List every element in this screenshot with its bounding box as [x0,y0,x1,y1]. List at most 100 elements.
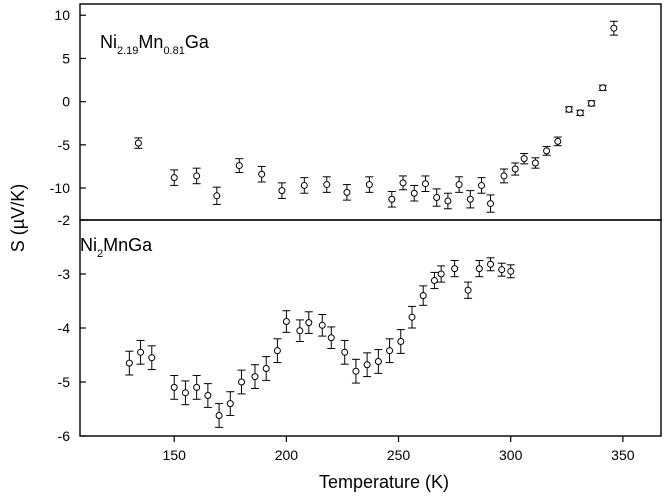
data-point [250,364,259,389]
data-point [598,84,607,92]
data-point [477,177,486,194]
data-point [125,350,134,376]
marker-circle [565,105,573,113]
marker-circle [487,260,495,268]
data-point [385,338,394,364]
marker-circle [262,365,270,372]
data-point [277,182,286,199]
marker-circle [204,392,212,399]
data-point [170,169,179,186]
marker-circle [587,99,595,107]
data-point [531,157,540,169]
bottom-panel-label: Ni2MnGa [80,235,153,260]
marker-circle [296,327,304,335]
bottom-y-tick-label: -5 [58,374,71,390]
data-point [257,165,266,183]
data-point [396,329,405,354]
top-y-tick-label: 5 [62,50,70,66]
marker-circle [282,318,290,326]
data-point [215,403,224,428]
marker-circle [498,266,506,274]
marker-circle [251,373,259,381]
data-point [170,375,179,400]
data-point [565,105,574,113]
x-tick-label: 150 [163,447,187,463]
marker-circle [500,172,508,180]
marker-circle [397,338,405,345]
data-point [136,339,145,365]
data-point [432,188,441,207]
marker-circle [520,155,528,163]
marker-circle [433,194,441,202]
data-point [520,152,529,165]
marker-circle [437,270,445,278]
marker-circle [215,411,223,419]
marker-circle [341,348,349,356]
data-point [237,369,246,395]
data-point [235,158,244,173]
data-point [212,186,221,205]
top-y-tick-label: 10 [54,7,70,23]
marker-circle [226,400,234,408]
data-point [609,20,618,36]
data-point [147,345,156,371]
marker-circle [181,389,189,397]
top-y-tick-label: 0 [62,94,70,110]
top-y-tick-label: -5 [58,137,71,153]
data-point [318,314,327,337]
data-point [437,265,446,283]
bottom-y-tick-label: -4 [58,320,71,336]
y-axis-title: S (µV/K) [8,184,28,252]
marker-circle [374,357,382,365]
x-tick-label: 250 [387,447,411,463]
data-point [363,352,372,378]
data-point [421,175,430,192]
data-point [342,184,351,201]
marker-circle [193,383,201,391]
marker-circle [386,347,394,355]
marker-circle [478,181,486,189]
marker-circle [125,359,133,367]
data-point [430,271,439,290]
marker-circle [235,162,243,170]
data-point [192,375,201,400]
data-point [486,194,495,213]
marker-circle [399,179,407,187]
marker-circle [170,174,178,182]
top-panel: Ni2.19Mn0.81Ga 10 5 0 -5 -10 [50,3,662,221]
data-point [506,264,515,279]
bottom-y-tick-label: -3 [58,266,71,282]
data-point [511,162,520,176]
data-point [399,175,408,191]
data-point [327,326,336,350]
marker-circle [421,180,429,188]
marker-circle [365,181,373,189]
marker-circle [410,189,418,197]
data-point [365,176,374,193]
marker-circle [388,195,396,203]
data-point [486,257,495,272]
data-point [192,167,201,185]
data-point [587,99,596,107]
marker-circle [451,265,459,273]
marker-circle [238,378,246,386]
marker-circle [170,383,178,391]
data-point [295,319,304,342]
marker-circle [300,181,308,189]
data-point [576,109,585,117]
marker-circle [408,313,416,321]
marker-circle [444,197,452,205]
marker-circle [148,354,156,362]
bottom-panel: Ni2MnGa -2 -3 -4 -5 -6 150 200 250 300 350 [58,212,662,463]
data-point [300,177,309,194]
data-point [181,380,190,406]
x-tick-label: 350 [611,447,635,463]
marker-circle [455,181,463,189]
data-point [443,192,452,210]
marker-circle [576,109,584,117]
data-point [351,358,360,384]
data-point [322,176,331,193]
marker-circle [464,286,472,294]
data-point [387,190,396,208]
